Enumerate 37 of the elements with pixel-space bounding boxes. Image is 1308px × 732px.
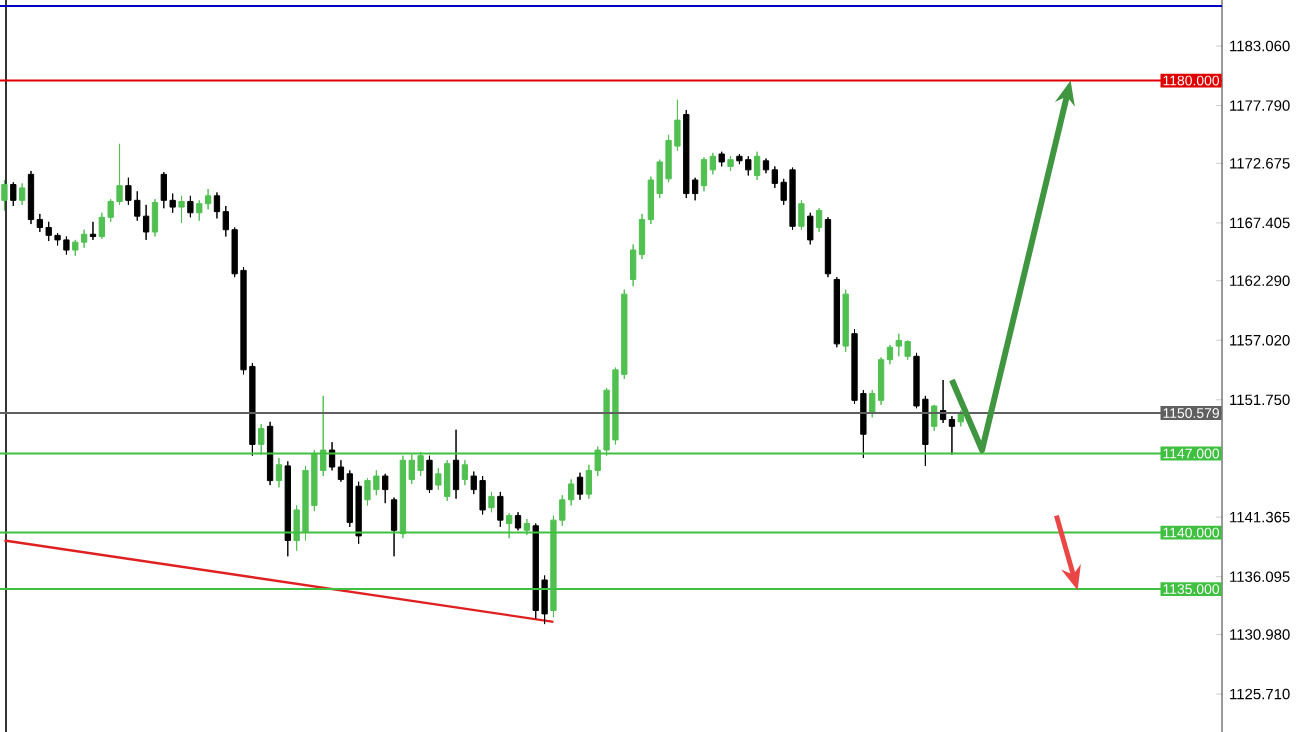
candlestick	[151, 198, 159, 237]
candlestick	[461, 459, 469, 486]
candlestick	[700, 156, 708, 192]
candlestick	[683, 109, 690, 199]
candlestick	[284, 460, 291, 557]
candlestick	[89, 221, 97, 241]
candlestick	[497, 491, 504, 528]
candlestick	[514, 511, 522, 531]
candlestick	[80, 229, 88, 249]
candlestick	[506, 512, 513, 539]
candlestick	[266, 421, 274, 486]
candlestick	[753, 151, 761, 181]
candlestick	[258, 423, 265, 456]
candlestick	[523, 518, 531, 536]
candlestick	[824, 216, 832, 278]
candlestick	[488, 491, 495, 513]
candlestick	[18, 182, 26, 206]
candlestick	[399, 455, 407, 539]
candlestick	[842, 289, 849, 353]
candlestick	[718, 151, 725, 167]
candlestick	[833, 276, 840, 348]
candlestick	[576, 472, 584, 501]
candlestick	[452, 429, 460, 500]
candlestick	[275, 457, 283, 488]
candlestick	[807, 212, 814, 245]
candlestick	[178, 195, 185, 224]
candlestick	[727, 155, 734, 172]
candlestick	[390, 497, 398, 557]
candlestick	[931, 404, 938, 432]
candlestick	[382, 473, 389, 504]
candlestick	[426, 455, 433, 494]
candlestick	[815, 207, 823, 233]
candlestick	[187, 195, 194, 218]
candlestick	[10, 181, 17, 207]
candlestick	[798, 199, 805, 231]
candlestick	[27, 170, 35, 225]
candlestick	[1, 179, 8, 212]
